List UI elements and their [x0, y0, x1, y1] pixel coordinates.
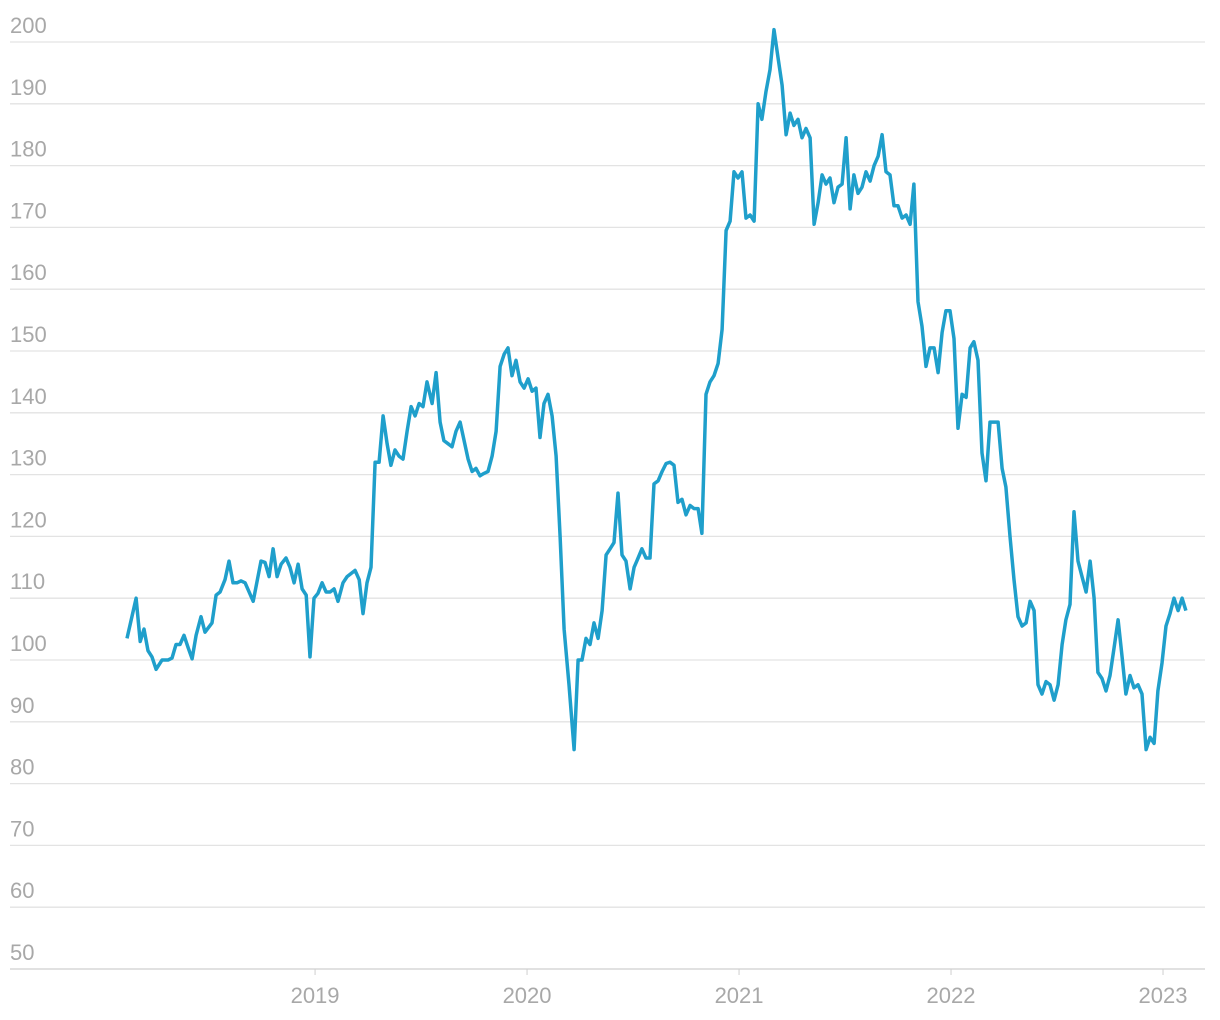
y-tick-label: 120: [10, 507, 47, 532]
y-tick-label: 130: [10, 446, 47, 471]
y-tick-label: 60: [10, 878, 34, 903]
y-tick-label: 50: [10, 940, 34, 965]
x-tick-label: 2021: [715, 983, 764, 1008]
y-tick-label: 190: [10, 75, 47, 100]
y-tick-label: 110: [10, 569, 45, 594]
x-tick-label: 2023: [1139, 983, 1188, 1008]
y-tick-label: 200: [10, 13, 47, 38]
y-tick-label: 150: [10, 322, 47, 347]
y-tick-label: 80: [10, 755, 34, 780]
x-tick-label: 2020: [503, 983, 552, 1008]
y-tick-label: 160: [10, 260, 47, 285]
y-tick-label: 90: [10, 693, 34, 718]
y-tick-label: 100: [10, 631, 47, 656]
y-tick-label: 140: [10, 384, 47, 409]
y-tick-label: 70: [10, 816, 34, 841]
y-tick-label: 170: [10, 198, 47, 223]
x-tick-label: 2019: [291, 983, 340, 1008]
y-tick-label: 180: [10, 137, 47, 162]
line: [125, 27, 1188, 752]
x-tick-label: 2022: [927, 983, 976, 1008]
